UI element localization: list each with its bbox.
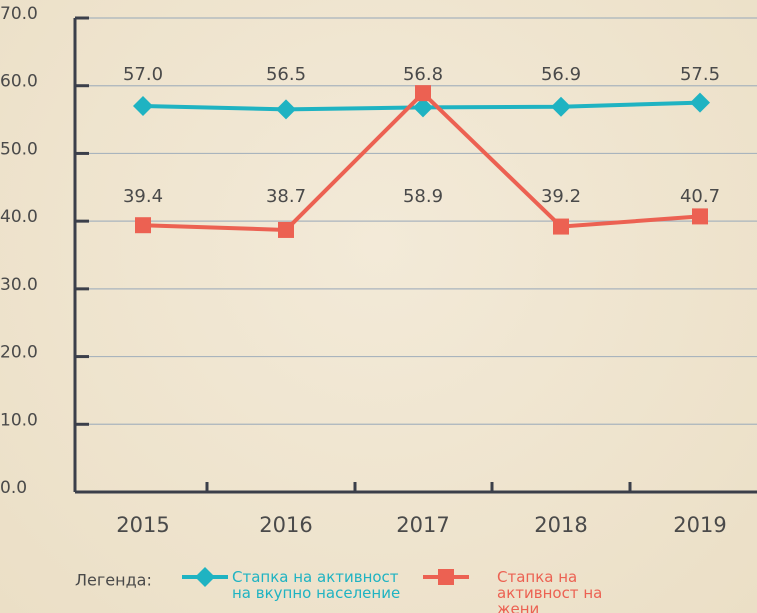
marker bbox=[135, 217, 151, 234]
x-tick-label: 2015 bbox=[116, 513, 169, 537]
value-label: 56.5 bbox=[266, 64, 306, 85]
value-label: 39.2 bbox=[541, 186, 581, 207]
marker bbox=[553, 218, 569, 235]
value-label: 38.7 bbox=[266, 186, 306, 207]
marker bbox=[551, 96, 571, 117]
marker bbox=[278, 221, 294, 238]
marker bbox=[415, 85, 431, 102]
value-label: 39.4 bbox=[123, 186, 163, 207]
value-label: 57.0 bbox=[123, 64, 163, 85]
marker bbox=[133, 96, 153, 117]
x-tick-label: 2017 bbox=[396, 513, 449, 537]
value-label: 56.8 bbox=[403, 64, 443, 85]
y-tick-label: 20.0 bbox=[0, 343, 38, 363]
y-tick-label: 40.0 bbox=[0, 207, 38, 227]
legend-label: Стапка на активност на вкупно население bbox=[232, 568, 401, 602]
value-label: 58.9 bbox=[403, 186, 443, 207]
legend-label: Стапка на активност на жени bbox=[497, 568, 603, 613]
value-label: 40.7 bbox=[680, 186, 720, 207]
marker bbox=[413, 97, 433, 118]
x-tick-label: 2018 bbox=[534, 513, 587, 537]
marker bbox=[438, 569, 454, 585]
marker bbox=[690, 92, 710, 113]
value-label: 56.9 bbox=[541, 64, 581, 85]
y-tick-label: 0.0 bbox=[0, 478, 27, 498]
y-tick-label: 60.0 bbox=[0, 72, 38, 92]
marker bbox=[195, 567, 215, 587]
x-tick-label: 2019 bbox=[673, 513, 726, 537]
y-tick-label: 70.0 bbox=[0, 4, 38, 24]
marker bbox=[692, 208, 708, 225]
legend-title: Легенда: bbox=[75, 571, 152, 590]
y-tick-label: 50.0 bbox=[0, 139, 38, 159]
y-tick-label: 10.0 bbox=[0, 410, 38, 430]
value-label: 57.5 bbox=[680, 64, 720, 85]
x-tick-label: 2016 bbox=[259, 513, 312, 537]
y-tick-label: 30.0 bbox=[0, 275, 38, 295]
marker bbox=[276, 99, 296, 120]
